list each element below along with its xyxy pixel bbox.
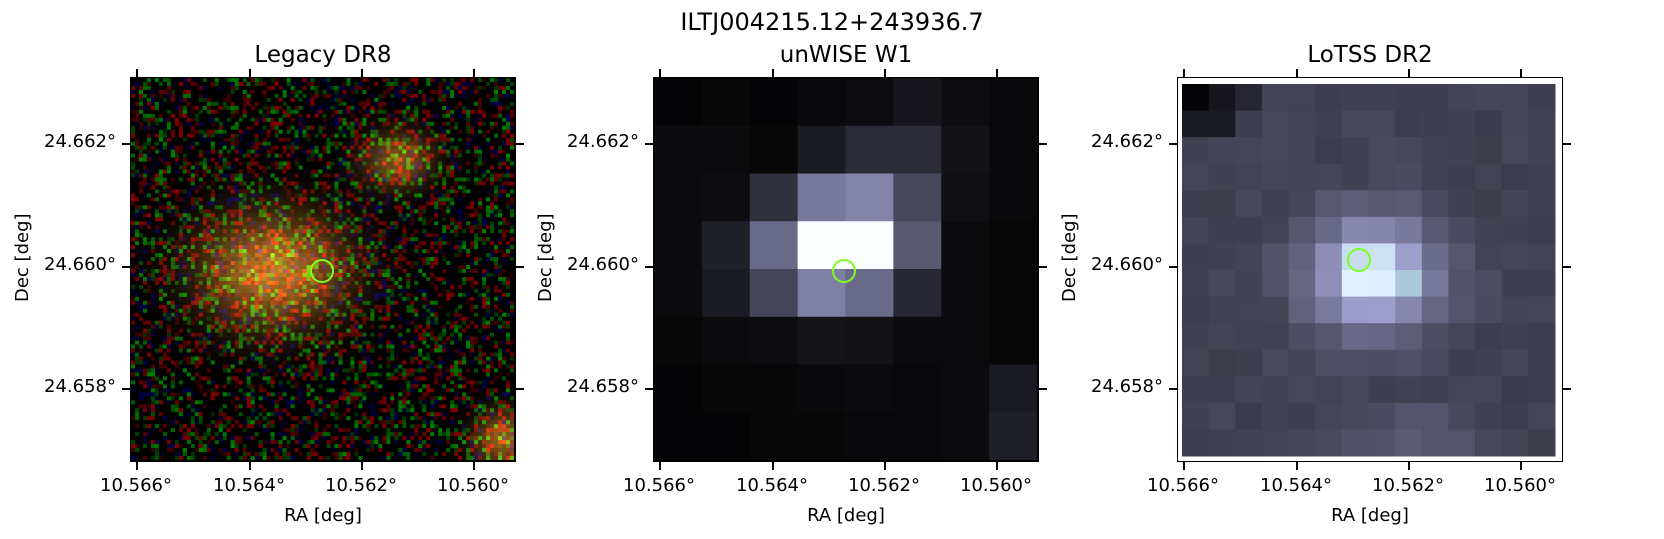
y-tick-right <box>1563 143 1571 145</box>
x-tick-top <box>1408 69 1410 77</box>
x-tick <box>884 462 886 470</box>
x-tick-label: 10.562° <box>325 475 397 496</box>
y-tick <box>122 388 130 390</box>
x-tick <box>659 462 661 470</box>
x-tick <box>1408 462 1410 470</box>
y-tick-label: 24.660° <box>567 254 639 275</box>
y-tick-label: 24.658° <box>44 376 116 397</box>
y-tick <box>645 143 653 145</box>
y-tick <box>122 143 130 145</box>
y-tick-right <box>516 266 524 268</box>
y-tick-label: 24.658° <box>567 376 639 397</box>
x-tick-top <box>884 69 886 77</box>
y-tick <box>122 266 130 268</box>
y-tick <box>1169 388 1177 390</box>
x-tick-top <box>249 69 251 77</box>
y-tick-right <box>516 143 524 145</box>
x-tick <box>136 462 138 470</box>
x-tick-label: 10.566° <box>623 475 695 496</box>
legacy-image <box>130 77 516 462</box>
y-axis-label: Dec [deg] <box>535 213 556 302</box>
x-tick <box>361 462 363 470</box>
x-tick <box>772 462 774 470</box>
target-circle <box>1347 248 1371 272</box>
y-tick-right <box>1563 388 1571 390</box>
target-circle <box>310 259 334 283</box>
y-tick <box>645 388 653 390</box>
x-axis-label: RA [deg] <box>284 505 362 526</box>
x-tick-top <box>473 69 475 77</box>
y-axis-label: Dec [deg] <box>12 213 33 302</box>
y-tick-right <box>1039 143 1047 145</box>
x-tick <box>1183 462 1185 470</box>
y-tick-label: 24.658° <box>1091 376 1163 397</box>
y-axis-label: Dec [deg] <box>1059 213 1080 302</box>
panel-title: unWISE W1 <box>779 42 913 68</box>
y-tick <box>1169 266 1177 268</box>
unwise-image <box>653 77 1039 462</box>
x-tick <box>996 462 998 470</box>
x-tick <box>249 462 251 470</box>
y-tick-label: 24.662° <box>44 131 116 152</box>
x-tick-top <box>659 69 661 77</box>
x-tick <box>1520 462 1522 470</box>
x-tick-top <box>1183 69 1185 77</box>
x-tick <box>1296 462 1298 470</box>
figure-title: ILTJ004215.12+243936.7 <box>680 8 984 36</box>
x-tick-label: 10.564° <box>213 475 285 496</box>
x-tick-top <box>1296 69 1298 77</box>
target-circle <box>832 259 856 283</box>
panel-title: LoTSS DR2 <box>1307 42 1433 68</box>
x-tick-label: 10.562° <box>848 475 920 496</box>
y-tick <box>1169 143 1177 145</box>
x-tick-top <box>1520 69 1522 77</box>
x-tick-label: 10.564° <box>1260 475 1332 496</box>
x-tick-label: 10.560° <box>437 475 509 496</box>
y-tick-label: 24.662° <box>567 131 639 152</box>
x-tick-top <box>996 69 998 77</box>
x-tick-label: 10.560° <box>1484 475 1556 496</box>
lotss-image <box>1177 77 1563 462</box>
x-tick-label: 10.566° <box>1147 475 1219 496</box>
x-tick-label: 10.560° <box>960 475 1032 496</box>
y-tick-label: 24.662° <box>1091 131 1163 152</box>
x-tick-top <box>136 69 138 77</box>
panel-title: Legacy DR8 <box>254 42 392 68</box>
y-tick <box>645 266 653 268</box>
x-tick-label: 10.566° <box>100 475 172 496</box>
y-tick-right <box>516 388 524 390</box>
y-tick-label: 24.660° <box>44 254 116 275</box>
x-tick-label: 10.562° <box>1372 475 1444 496</box>
x-tick <box>473 462 475 470</box>
y-tick-label: 24.660° <box>1091 254 1163 275</box>
x-axis-label: RA [deg] <box>1331 505 1409 526</box>
x-tick-label: 10.564° <box>736 475 808 496</box>
y-tick-right <box>1563 266 1571 268</box>
y-tick-right <box>1039 388 1047 390</box>
y-tick-right <box>1039 266 1047 268</box>
x-tick-top <box>361 69 363 77</box>
x-tick-top <box>772 69 774 77</box>
x-axis-label: RA [deg] <box>807 505 885 526</box>
